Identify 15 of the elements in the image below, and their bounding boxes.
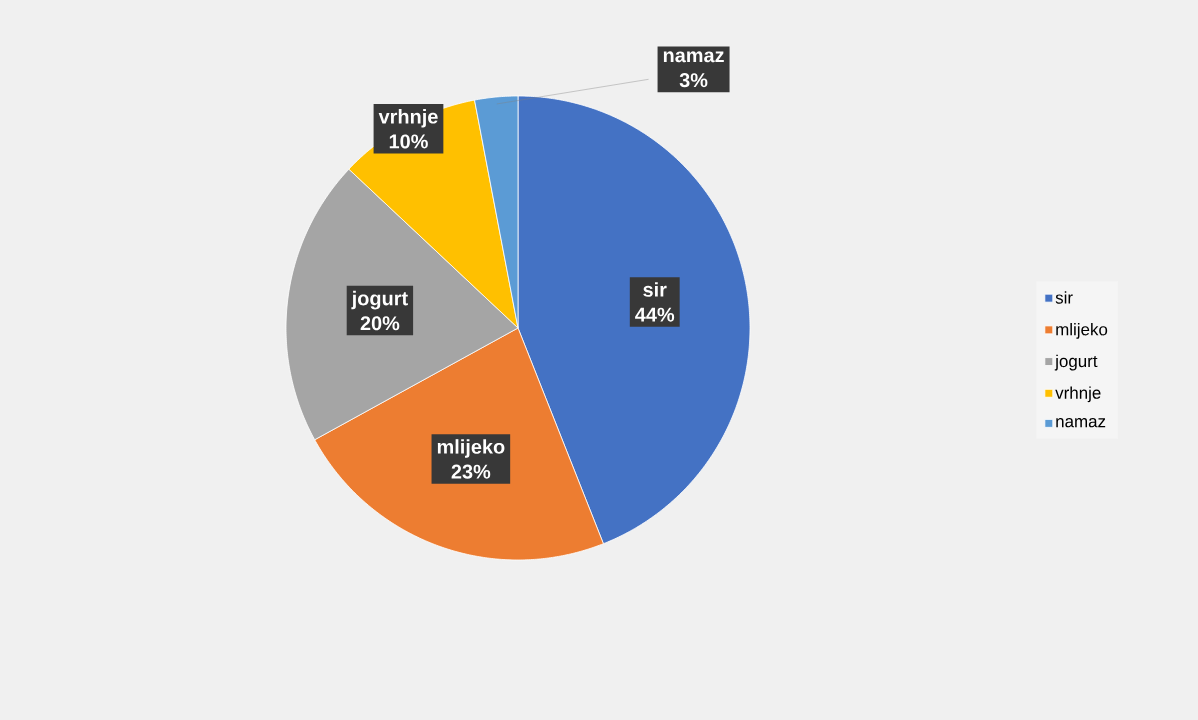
legend-label: namaz xyxy=(1056,418,1106,428)
slice-label: namaz xyxy=(663,51,724,63)
legend-label: sir xyxy=(1055,291,1073,304)
legend-label: mlijeko xyxy=(1056,322,1108,339)
data-label: 10% xyxy=(389,134,428,149)
legend-label: jogurt xyxy=(1054,354,1098,371)
slice-label: vrhnje xyxy=(378,108,438,128)
slice-label: jogurt xyxy=(351,290,408,310)
data-label: 44% xyxy=(635,307,675,322)
slice-label: mlijeko xyxy=(437,439,505,458)
data-label: 23% xyxy=(451,464,491,479)
data-label: 20% xyxy=(360,316,400,331)
legend-label: vrhnje xyxy=(1055,386,1101,403)
slice-label: sir xyxy=(643,282,667,297)
data-label: 3% xyxy=(679,73,708,88)
